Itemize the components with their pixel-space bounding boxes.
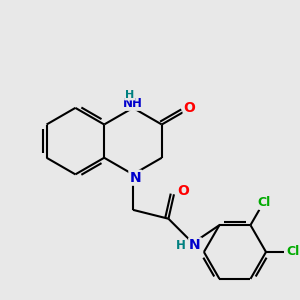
Text: O: O bbox=[177, 184, 189, 198]
Text: NH: NH bbox=[123, 97, 143, 110]
Text: N: N bbox=[129, 171, 141, 185]
Text: Cl: Cl bbox=[257, 196, 270, 208]
Text: H: H bbox=[176, 239, 186, 252]
Text: N: N bbox=[189, 238, 201, 252]
Text: Cl: Cl bbox=[286, 245, 299, 259]
Text: O: O bbox=[184, 101, 196, 116]
Text: H: H bbox=[125, 90, 134, 100]
